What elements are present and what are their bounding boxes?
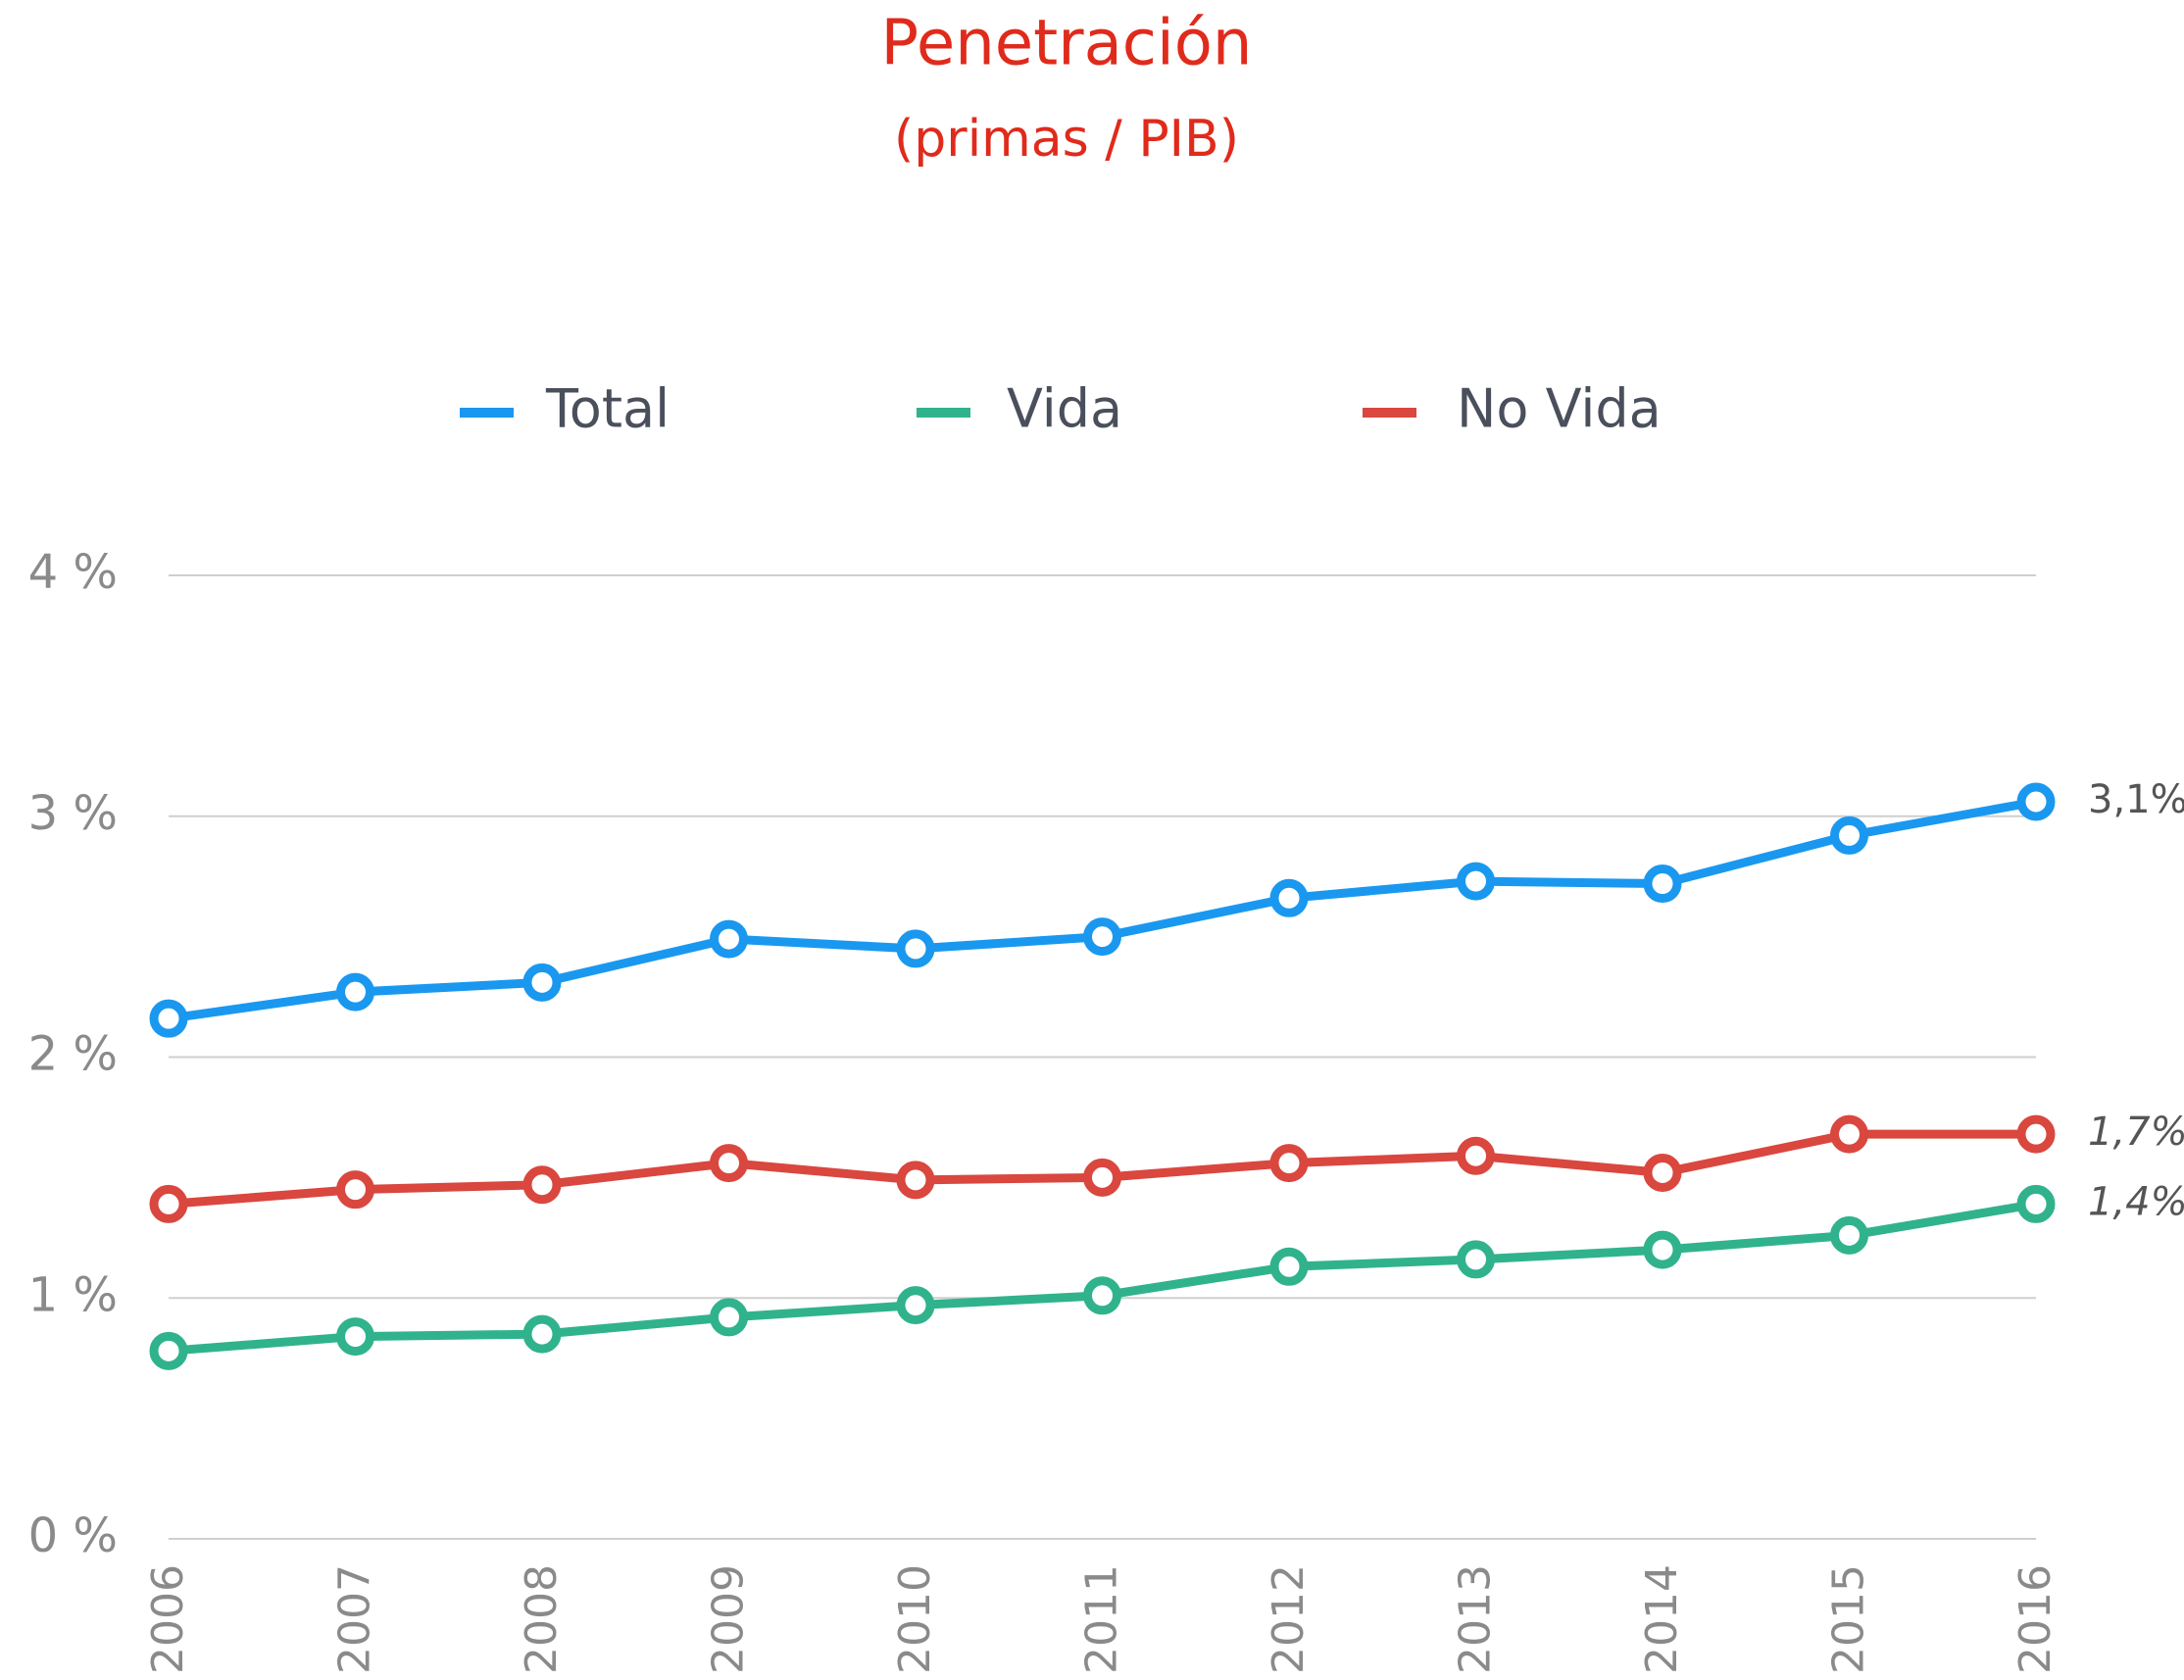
x-tick-label: 2013 (1451, 1564, 1501, 1674)
data-point (336, 972, 374, 1012)
data-point (1457, 862, 1495, 901)
legend-label: No Vida (1457, 378, 1662, 440)
y-tick-label: 1 % (28, 1267, 118, 1322)
x-tick-label: 2010 (890, 1564, 940, 1674)
series-line (168, 797, 2037, 1023)
x-tick-label: 2009 (704, 1564, 754, 1674)
data-point (1269, 1247, 1309, 1286)
data-point (896, 929, 935, 968)
x-tick-label: 2014 (1637, 1564, 1687, 1674)
data-point (1830, 1114, 1868, 1154)
chart-subtitle: (primas / PIB) (894, 110, 1239, 169)
data-point (1643, 1153, 1682, 1192)
data-point (1083, 1158, 1121, 1197)
x-tick-label: 2016 (2010, 1564, 2060, 1674)
data-point (896, 1286, 935, 1325)
data-point (1083, 1276, 1121, 1315)
chart-title: Penetración (881, 8, 1253, 80)
data-point (522, 963, 562, 1002)
legend-label: Total (545, 378, 670, 440)
data-point (2016, 1114, 2056, 1154)
x-tick-label: 2006 (143, 1564, 193, 1674)
y-tick-label: 2 % (28, 1027, 118, 1082)
data-point (1269, 878, 1309, 917)
x-tick-label: 2015 (1824, 1564, 1874, 1674)
data-point (1643, 865, 1682, 904)
data-point (896, 1161, 935, 1200)
value-label: 1,4% (2088, 1179, 2184, 1224)
data-point (522, 1165, 562, 1205)
data-point (1830, 815, 1868, 855)
x-tick-label: 2011 (1077, 1564, 1127, 1674)
legend-label: Vida (1007, 378, 1122, 440)
x-tick-label: 2012 (1264, 1564, 1314, 1674)
x-tick-label: 2007 (330, 1564, 380, 1674)
data-point (522, 1314, 562, 1354)
data-point (710, 1144, 748, 1183)
data-point (336, 1170, 374, 1210)
data-point (2016, 1184, 2056, 1223)
data-point (1457, 1136, 1495, 1175)
data-point (149, 999, 188, 1038)
data-point (1083, 917, 1121, 957)
data-point (149, 1184, 188, 1223)
value-label: 3,1% (2088, 777, 2184, 822)
data-point (710, 919, 748, 959)
x-tick-label: 2008 (517, 1564, 567, 1674)
data-point (1457, 1240, 1495, 1279)
data-point (336, 1317, 374, 1357)
data-point (1830, 1215, 1868, 1255)
data-point (710, 1298, 748, 1337)
data-point (149, 1331, 188, 1370)
data-point (1643, 1230, 1682, 1269)
y-tick-label: 4 % (28, 545, 118, 600)
data-point (2016, 782, 2056, 821)
value-label: 1,7% (2088, 1110, 2184, 1155)
y-tick-label: 3 % (28, 786, 118, 841)
y-tick-label: 0 % (28, 1508, 118, 1563)
data-point (1269, 1144, 1309, 1183)
